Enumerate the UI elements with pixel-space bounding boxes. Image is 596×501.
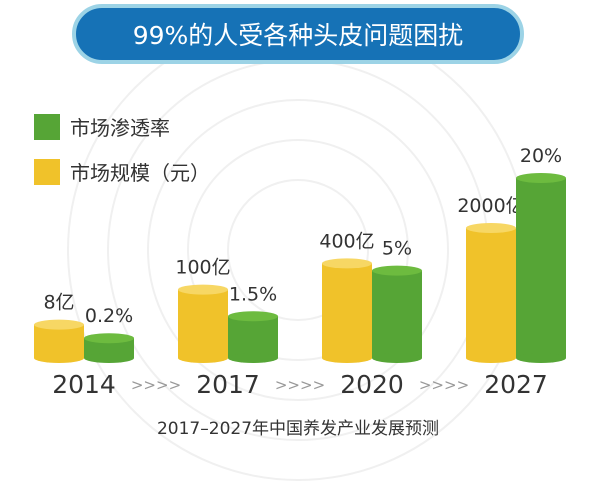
bar-body xyxy=(228,316,278,358)
bar-2017-scale: 100亿 xyxy=(175,257,231,363)
arrow-separator: >>>> xyxy=(275,376,325,394)
bar-base xyxy=(228,353,278,363)
bar-base xyxy=(84,353,134,363)
bar-2014-penetration: 0.2% xyxy=(84,305,134,363)
bar-2014-scale: 8亿 xyxy=(34,292,84,363)
bar-top xyxy=(516,173,566,183)
bar-2020-scale: 400亿 xyxy=(319,230,375,363)
bar-body xyxy=(516,178,566,358)
bar-top xyxy=(34,319,84,330)
bar-top xyxy=(372,265,422,276)
bar-base xyxy=(322,353,372,363)
bar-top xyxy=(84,333,134,344)
chart-title: 99%的人受各种头皮问题困扰 xyxy=(133,21,464,50)
bar-body xyxy=(466,228,516,358)
data-label: 100亿 xyxy=(175,257,230,279)
legend-label-penetration: 市场渗透率 xyxy=(70,116,170,140)
bar-body xyxy=(322,263,372,358)
title-banner: 99%的人受各种头皮问题困扰 xyxy=(72,4,524,64)
bar-body xyxy=(178,289,228,358)
data-label: 400亿 xyxy=(319,230,374,252)
bar-2020-penetration: 5% xyxy=(372,238,422,363)
data-label: 8亿 xyxy=(43,292,74,314)
bar-base xyxy=(178,353,228,363)
data-label: 1.5% xyxy=(229,283,277,305)
background-rings xyxy=(67,19,529,481)
bar-base xyxy=(34,353,84,363)
bar-body xyxy=(84,338,134,358)
bar-base xyxy=(466,353,516,363)
tick-label-2027: 2027 xyxy=(484,370,548,399)
tick-label-2014: 2014 xyxy=(52,370,116,399)
title-banner-bg xyxy=(72,4,524,64)
bar-2027-penetration: 20% xyxy=(516,145,566,363)
arrow-separator: >>>> xyxy=(131,376,181,394)
bar-base xyxy=(516,353,566,363)
legend: 市场渗透率 市场规模（元） xyxy=(34,114,210,185)
legend-swatch-yellow xyxy=(34,159,60,185)
legend-swatch-green xyxy=(34,114,60,140)
bar-top xyxy=(322,258,372,269)
data-label: 0.2% xyxy=(85,305,133,327)
data-label: 2000亿 xyxy=(457,195,524,217)
tick-label-2020: 2020 xyxy=(340,370,404,399)
legend-item-scale: 市场规模（元） xyxy=(34,159,210,185)
chart-subtitle: 2017–2027年中国养发产业发展预测 xyxy=(157,419,439,439)
x-axis: 2014 >>>> 2017 >>>> 2020 >>>> 2027 xyxy=(52,370,548,399)
legend-label-scale: 市场规模（元） xyxy=(70,161,210,185)
bar-2017-penetration: 1.5% xyxy=(228,283,278,363)
data-label: 20% xyxy=(520,145,562,167)
arrow-separator: >>>> xyxy=(419,376,469,394)
data-label: 5% xyxy=(382,238,412,260)
bar-body xyxy=(34,324,84,358)
tick-label-2017: 2017 xyxy=(196,370,260,399)
bar-base xyxy=(372,353,422,363)
bar-top xyxy=(178,284,228,295)
bar-top xyxy=(228,311,278,322)
bar-top xyxy=(466,223,516,233)
bar-body xyxy=(372,270,422,358)
legend-item-penetration: 市场渗透率 xyxy=(34,114,170,140)
bars: 8亿 0.2% 100亿 1.5% 400亿 5% 2000亿 20% xyxy=(34,145,566,363)
bar-2027-scale: 2000亿 xyxy=(457,195,525,363)
